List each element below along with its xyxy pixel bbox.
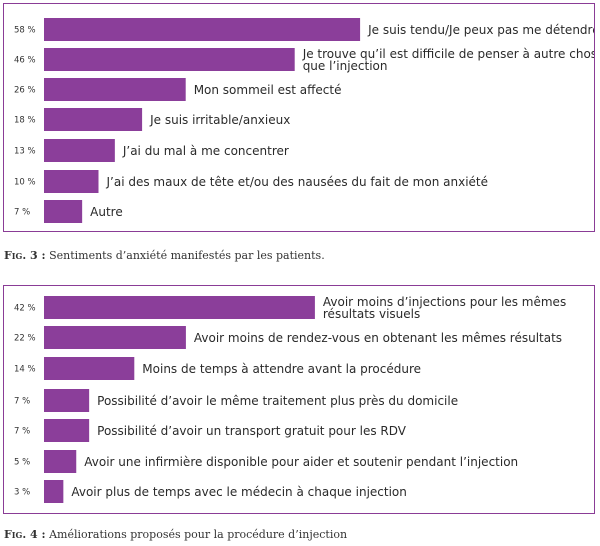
bar xyxy=(44,450,77,473)
value-label: 13 % xyxy=(14,147,36,157)
category-label: Je suis tendu/Je peux pas me détendre xyxy=(367,23,594,37)
category-label: Avoir une infirmière disponible pour aid… xyxy=(84,455,518,469)
figure-4-label: Fig. 4 : xyxy=(4,528,46,541)
bar xyxy=(44,200,83,223)
value-label: 58 % xyxy=(14,26,36,36)
value-label: 3 % xyxy=(14,488,30,498)
value-label: 5 % xyxy=(14,458,30,468)
figure-3-chart: 58 % Je suis tendu/Je peux pas me détendr… xyxy=(3,3,600,232)
value-label: 7 % xyxy=(14,397,30,407)
category-label: Autre xyxy=(90,205,123,219)
figure-3-caption-text: Sentiments d’anxiété manifestés par les … xyxy=(49,249,325,262)
figure-3-caption: Fig. 3 : Sentiments d’anxiété manifestés… xyxy=(4,249,325,262)
value-label: 10 % xyxy=(14,178,36,188)
figure-3-svg: 58 % Je suis tendu/Je peux pas me détendr… xyxy=(14,18,600,223)
value-label: 22 % xyxy=(14,334,36,344)
figure-3-label: Fig. 3 : xyxy=(4,249,46,262)
value-label: 7 % xyxy=(14,208,30,218)
bar xyxy=(44,389,90,412)
category-label: Je trouve qu’il est difficile de penser … xyxy=(302,47,594,73)
value-label: 7 % xyxy=(14,427,30,437)
category-label: Avoir moins d’injections pour les mêmes r… xyxy=(323,295,566,321)
value-label: 46 % xyxy=(14,56,36,66)
bar xyxy=(44,139,115,162)
category-label: Avoir moins de rendez-vous en obtenant l… xyxy=(194,331,562,345)
bar xyxy=(44,357,135,380)
bar xyxy=(44,326,186,349)
bar xyxy=(44,18,361,41)
category-label: Possibilité d’avoir le même traitement p… xyxy=(97,394,458,408)
bar xyxy=(44,108,143,131)
figure-4-chart: 42 % Avoir moins d’injections pour les mê… xyxy=(3,285,595,514)
category-label: J’ai du mal à me concentrer xyxy=(122,144,289,158)
bar xyxy=(44,78,186,101)
value-label: 42 % xyxy=(14,304,36,314)
category-label: Possibilité d’avoir un transport gratuit… xyxy=(97,424,407,438)
bar xyxy=(44,419,90,442)
category-label: Je suis irritable/anxieux xyxy=(149,113,290,127)
category-label: Moins de temps à attendre avant la procé… xyxy=(142,362,421,376)
bar xyxy=(44,48,295,71)
value-label: 18 % xyxy=(14,116,36,126)
value-label: 14 % xyxy=(14,365,36,375)
category-label: Mon sommeil est affecté xyxy=(194,83,342,97)
value-label: 26 % xyxy=(14,86,36,96)
category-label: Avoir plus de temps avec le médecin à ch… xyxy=(71,485,407,499)
figure-4-svg: 42 % Avoir moins d’injections pour les mê… xyxy=(14,295,566,503)
figure-4-caption-text: Améliorations proposés pour la procédure… xyxy=(49,528,348,541)
category-label: J’ai des maux de tête et/ou des nausées … xyxy=(106,175,489,189)
figure-4-caption: Fig. 4 : Améliorations proposés pour la … xyxy=(4,528,347,541)
bar xyxy=(44,480,64,503)
bar xyxy=(44,170,99,193)
bar xyxy=(44,296,315,319)
